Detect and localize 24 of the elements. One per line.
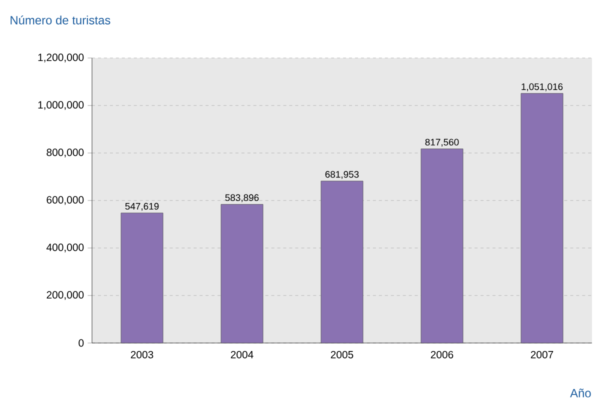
y-tick-label: 1,000,000	[38, 101, 84, 110]
bar	[120, 212, 164, 344]
y-tick-label: 1,200,000	[38, 54, 84, 62]
y-tick-label: 0	[78, 339, 84, 347]
y-tick-label: 600,000	[46, 196, 84, 205]
chart-title: Número de turistas	[10, 16, 110, 24]
data-label: 681,953	[325, 171, 359, 179]
x-tick-label: 2003	[130, 350, 154, 358]
data-label: 583,896	[225, 194, 259, 202]
bar	[420, 148, 464, 344]
data-label: 1,051,016	[522, 83, 563, 92]
x-axis-title: Año	[570, 388, 591, 398]
bar	[520, 93, 564, 344]
x-tick-label: 2006	[430, 350, 454, 358]
data-label: 817,560	[425, 138, 459, 147]
y-tick-label: 400,000	[46, 244, 84, 252]
data-label: 547,619	[125, 202, 159, 211]
y-tick-label: 800,000	[46, 148, 84, 158]
bar	[320, 180, 364, 344]
bar	[220, 204, 264, 344]
x-tick-label: 2005	[330, 350, 354, 358]
x-tick-label: 2007	[530, 350, 554, 358]
x-tick-label: 2004	[230, 350, 254, 358]
y-tick-label: 200,000	[46, 291, 84, 300]
